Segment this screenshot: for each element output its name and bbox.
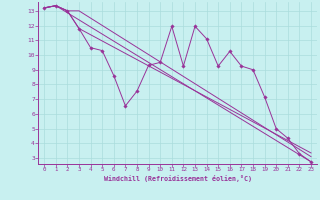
X-axis label: Windchill (Refroidissement éolien,°C): Windchill (Refroidissement éolien,°C) <box>104 175 252 182</box>
